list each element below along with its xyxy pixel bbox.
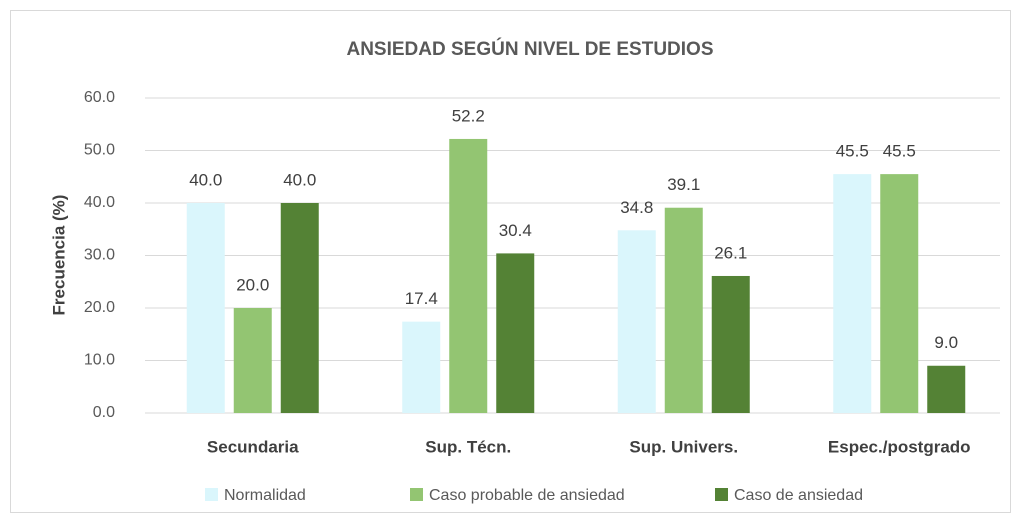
data-label: 45.5	[836, 142, 869, 161]
y-tick-label: 10.0	[84, 352, 115, 369]
data-label: 34.8	[620, 198, 653, 217]
data-label: 45.5	[883, 142, 916, 161]
legend-label: Normalidad	[224, 487, 306, 504]
legend-label: Caso de ansiedad	[734, 487, 863, 504]
bar	[927, 365, 966, 413]
data-label: 20.0	[236, 275, 269, 294]
data-label: 17.4	[405, 289, 438, 308]
data-label: 40.0	[283, 170, 316, 189]
x-tick-label: Secundaria	[207, 437, 299, 456]
x-tick-label: Sup. Univers.	[629, 437, 738, 456]
bar	[617, 230, 656, 413]
bar	[449, 138, 488, 413]
legend-swatch	[715, 488, 728, 501]
y-axis-label: Frecuencia (%)	[49, 195, 68, 316]
bar	[280, 203, 319, 413]
chart-title: ANSIEDAD SEGÚN NIVEL DE ESTUDIOS	[346, 38, 713, 60]
legend-swatch	[205, 488, 218, 501]
legend-label: Caso probable de ansiedad	[429, 487, 625, 504]
x-tick-label: Espec./postgrado	[828, 437, 971, 456]
bar	[233, 308, 272, 413]
y-tick-label: 20.0	[84, 299, 115, 316]
data-label: 26.1	[714, 243, 747, 262]
data-label: 9.0	[934, 333, 958, 352]
bar	[496, 253, 535, 413]
data-label: 40.0	[189, 170, 222, 189]
y-tick-label: 30.0	[84, 247, 115, 264]
bar	[833, 174, 872, 413]
bar	[664, 207, 703, 413]
data-label: 39.1	[667, 175, 700, 194]
bar	[880, 174, 919, 413]
y-tick-label: 40.0	[84, 194, 115, 211]
data-label: 52.2	[452, 106, 485, 125]
data-label: 30.4	[499, 221, 532, 240]
y-tick-label: 0.0	[93, 404, 115, 421]
x-tick-label: Sup. Técn.	[425, 437, 511, 456]
bar	[186, 203, 225, 413]
y-tick-label: 60.0	[84, 89, 115, 106]
bar	[402, 321, 441, 413]
legend-swatch	[410, 488, 423, 501]
bar	[711, 275, 750, 413]
y-tick-label: 50.0	[84, 142, 115, 159]
